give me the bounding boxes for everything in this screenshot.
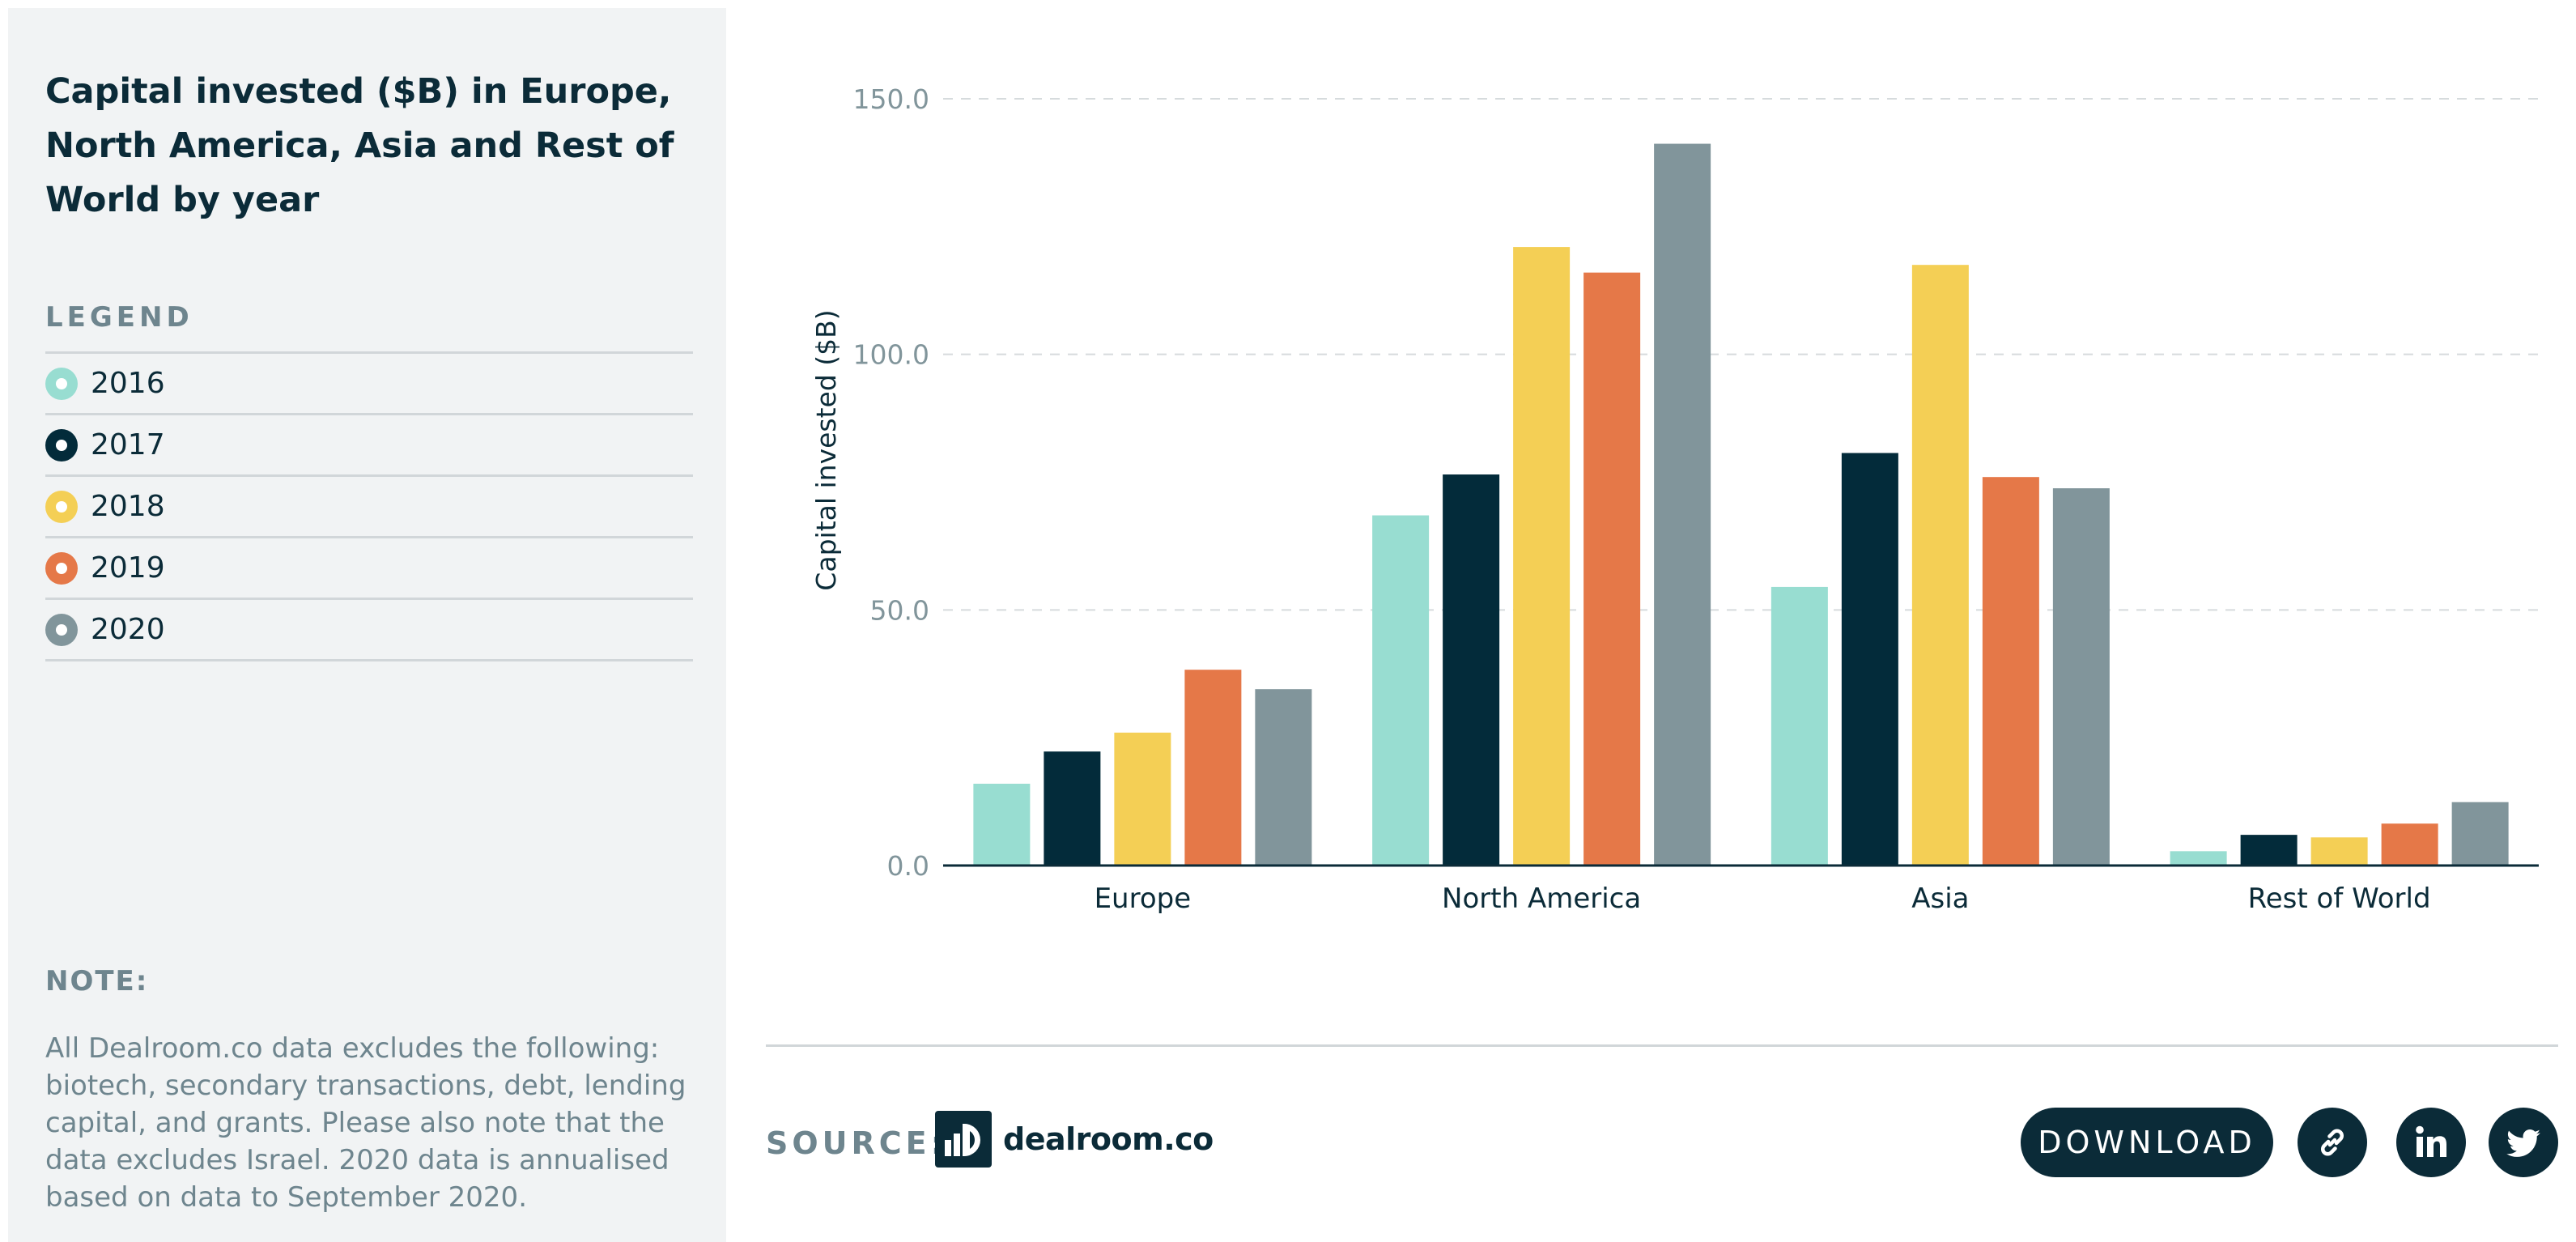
chart-title: Capital invested ($B) in Europe, North A… [45,71,674,220]
bar-2016-europe [973,783,1031,866]
footer-divider [766,1044,2558,1047]
y-tick-label: 0.0 [887,850,929,882]
bar-2017-asia [1841,453,1898,866]
x-tick-label: Rest of World [2248,883,2431,915]
legend-label: 2019 [91,551,165,585]
legend-item-2016[interactable]: 2016 [45,354,693,415]
twitter-icon [2506,1129,2540,1157]
bar-2019-asia [1982,477,2039,866]
y-tick-label: 50.0 [870,594,929,626]
sidebar: Capital invested ($B) in Europe, North A… [8,8,726,1242]
x-tick-label: Europe [1095,883,1192,915]
bar-2018-north-america [1513,247,1571,866]
x-tick-label: Asia [1911,883,1969,915]
bar-2018-europe [1114,732,1171,866]
bar-chart: 0.0 50.0 100.0 150.0 Europe North America Asia… [810,83,2539,915]
legend-label: 2017 [91,428,165,461]
source-label: SOURCE: [766,1125,947,1161]
legend-item-2017[interactable]: 2017 [45,415,693,477]
copy-link-button[interactable] [2298,1108,2367,1177]
linkedin-share-button[interactable] [2396,1108,2466,1177]
legend-swatch [45,613,78,646]
link-icon [2321,1129,2344,1156]
bar-2016-north-america [1372,515,1430,866]
legend-item-2020[interactable]: 2020 [45,600,693,661]
linkedin-icon [2416,1125,2446,1157]
legend-item-2018[interactable]: 2018 [45,477,693,538]
bar-2020-asia [2052,488,2110,866]
legend-label: 2016 [91,367,165,400]
x-tick-label: North America [1442,883,1641,915]
bar-2018-asia [1911,265,1969,866]
bar-2020-europe [1255,689,1312,866]
bar-2019-rest-of-world [2381,823,2438,866]
note-text: All Dealroom.co data excludes the follow… [45,1032,687,1214]
bar-2018-rest-of-world [2310,837,2368,866]
bar-2017-europe [1044,751,1101,866]
note-heading: NOTE: [45,965,149,997]
bar-2019-north-america [1583,272,1641,866]
legend-swatch [45,367,78,400]
bar-2019-europe [1184,670,1242,866]
dealroom-logo[interactable]: dealroom.co [935,1111,1214,1168]
bar-2016-rest-of-world [2170,851,2227,866]
legend-item-2019[interactable]: 2019 [45,538,693,600]
y-axis-title: Capital invested ($B) [810,309,842,590]
download-button[interactable]: DOWNLOAD [2021,1108,2273,1177]
legend-swatch [45,428,78,461]
bar-2020-rest-of-world [2451,802,2509,866]
y-tick-label: 100.0 [853,339,929,371]
dealroom-logo-icon [935,1111,992,1168]
legend-swatch [45,490,78,523]
legend-label: 2020 [91,613,165,646]
bar-2016-asia [1770,586,1828,866]
bar-2020-north-america [1654,143,1711,866]
bar-2017-rest-of-world [2240,835,2298,866]
y-tick-label: 150.0 [853,83,929,115]
legend: 2016 2017 2018 2019 2020 [45,351,693,661]
legend-swatch [45,551,78,585]
bar-2017-north-america [1443,474,1500,866]
legend-label: 2018 [91,490,165,523]
twitter-share-button[interactable] [2489,1108,2558,1177]
legend-heading: LEGEND [45,301,193,334]
brand-name: dealroom.co [1003,1121,1214,1157]
